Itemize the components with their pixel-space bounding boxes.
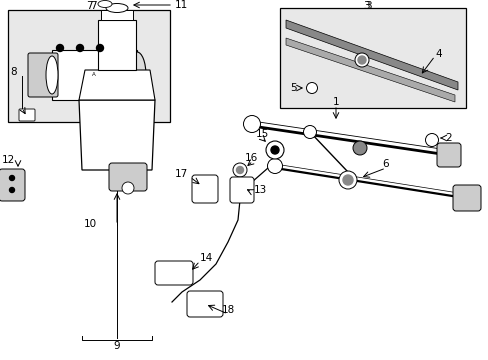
Ellipse shape [46,56,58,94]
Circle shape [57,45,63,51]
Circle shape [232,163,246,177]
Polygon shape [79,100,155,170]
Text: 6: 6 [382,159,388,169]
Text: 17: 17 [174,169,187,179]
Ellipse shape [98,0,112,8]
Text: 2: 2 [444,133,451,143]
FancyBboxPatch shape [109,163,147,191]
FancyBboxPatch shape [19,109,35,121]
FancyBboxPatch shape [229,177,253,203]
FancyBboxPatch shape [186,291,223,317]
Text: A: A [92,72,96,77]
Bar [280,8,465,108]
Text: 7: 7 [89,1,96,11]
Polygon shape [285,20,457,90]
Text: 12: 12 [2,155,15,165]
Text: 5: 5 [289,83,296,93]
Text: 16: 16 [244,153,258,163]
Circle shape [357,56,365,64]
Text: 11: 11 [175,0,188,10]
Circle shape [265,141,284,159]
Polygon shape [285,38,454,102]
Circle shape [267,158,282,174]
Circle shape [9,175,15,180]
Text: 4: 4 [434,49,441,59]
Text: 10: 10 [83,219,96,229]
Bar [98,20,136,70]
Circle shape [76,45,83,51]
Ellipse shape [128,52,146,98]
Text: 3: 3 [362,1,368,11]
FancyBboxPatch shape [452,185,480,211]
FancyBboxPatch shape [28,53,58,97]
Circle shape [96,45,103,51]
FancyBboxPatch shape [0,169,25,201]
FancyBboxPatch shape [436,143,460,167]
Circle shape [338,171,356,189]
Text: 15: 15 [255,129,268,139]
FancyBboxPatch shape [155,261,193,285]
Text: 18: 18 [221,305,234,315]
Text: 3: 3 [364,1,370,11]
Text: 13: 13 [253,185,267,195]
Circle shape [122,182,134,194]
Circle shape [9,188,15,193]
Circle shape [306,82,317,94]
Text: 9: 9 [113,341,120,351]
Bar [101,10,133,20]
Text: 14: 14 [200,253,213,263]
Circle shape [236,166,243,174]
Circle shape [352,141,366,155]
Text: 8: 8 [10,67,17,77]
Circle shape [303,126,316,139]
Circle shape [342,175,352,185]
Polygon shape [79,70,155,100]
Circle shape [425,134,438,147]
Text: 1: 1 [332,97,339,107]
FancyBboxPatch shape [192,175,218,203]
Circle shape [243,116,260,132]
Bar [52,50,137,100]
Circle shape [270,146,279,154]
Circle shape [354,53,368,67]
Ellipse shape [106,4,128,13]
Bar [8,10,170,122]
Text: 7: 7 [85,1,92,11]
